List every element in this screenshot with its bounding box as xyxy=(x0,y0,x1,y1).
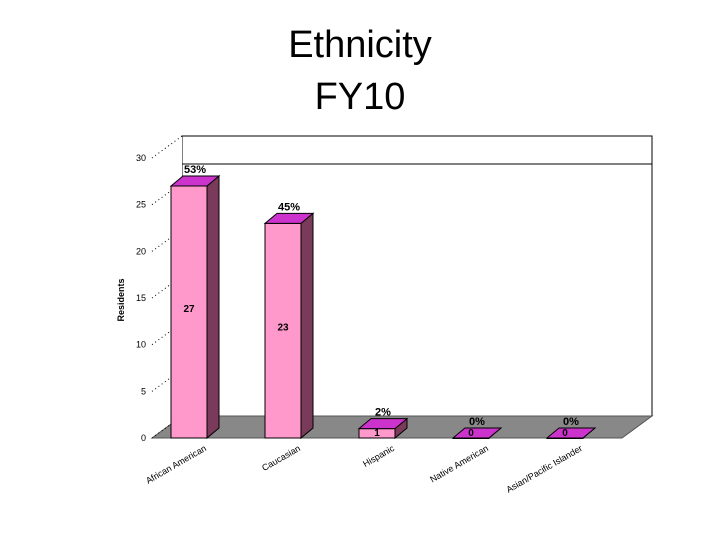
y-tick-label: 0 xyxy=(141,433,146,443)
value-label: 0 xyxy=(468,428,474,439)
chart-title-line-2: FY10 xyxy=(314,76,406,118)
y-tick-label: 10 xyxy=(136,340,146,350)
bar xyxy=(170,185,208,439)
percent-label: 53% xyxy=(184,164,206,176)
y-tick-label: 25 xyxy=(136,200,146,210)
y-tick-label: 5 xyxy=(141,386,146,396)
category-label: Caucasian xyxy=(260,443,302,473)
bar-top xyxy=(545,427,597,439)
category-label: Native American xyxy=(428,443,490,484)
y-tick-label: 15 xyxy=(136,293,146,303)
value-label: 23 xyxy=(277,323,289,334)
bar-top xyxy=(169,175,221,187)
value-label: 0 xyxy=(562,428,568,439)
value-label: 1 xyxy=(374,428,380,439)
bar-side xyxy=(300,212,314,440)
percent-label: 0% xyxy=(469,416,485,428)
chart-back-wall xyxy=(181,135,653,417)
y-tick-label: 30 xyxy=(136,153,146,163)
percent-label: 0% xyxy=(563,416,579,428)
category-label: African American xyxy=(144,443,208,486)
y-tick-label: 20 xyxy=(136,246,146,256)
bar-top xyxy=(263,212,315,224)
bar-top xyxy=(451,427,503,439)
value-label: 27 xyxy=(183,304,195,315)
chart-title-line-1: Ethnicity xyxy=(288,24,432,66)
category-label: Asian/Pacific Islander xyxy=(504,443,584,495)
y-axis-label: Residents xyxy=(116,278,126,321)
category-label: Hispanic xyxy=(361,443,396,469)
bar-side xyxy=(206,174,220,440)
percent-label: 2% xyxy=(375,407,391,419)
percent-label: 45% xyxy=(278,201,300,213)
bar-top xyxy=(357,418,409,430)
